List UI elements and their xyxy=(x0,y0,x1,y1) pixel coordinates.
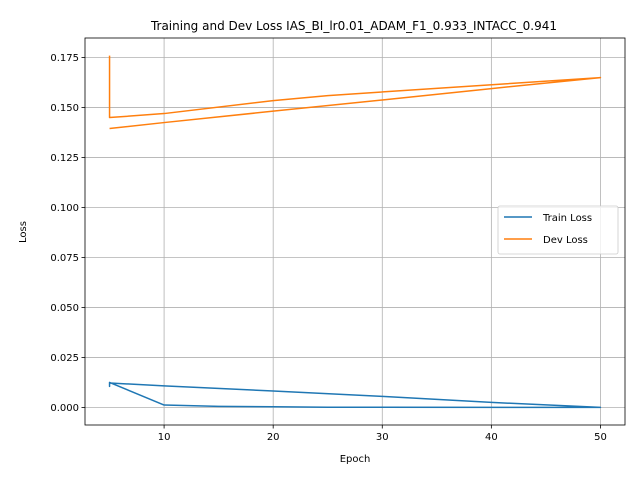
dev-loss-line xyxy=(108,55,602,130)
x-tick-label: 30 xyxy=(376,432,389,443)
x-tick-label: 20 xyxy=(267,432,280,443)
y-tick-label: 0.150 xyxy=(50,103,79,114)
y-axis-ticks: 0.000 0.025 0.050 0.075 0.100 0.125 0.150 0.175 xyxy=(50,53,85,414)
y-tick-label: 0.125 xyxy=(50,153,79,164)
y-tick-label: 0.175 xyxy=(50,53,79,64)
y-tick-label: 0.000 xyxy=(50,403,79,414)
legend-label-dev-loss: Dev Loss xyxy=(543,235,588,246)
legend-box xyxy=(497,205,619,255)
y-tick-label: 0.075 xyxy=(50,253,79,264)
y-tick-label: 0.100 xyxy=(50,203,79,214)
legend-label-train-loss: Train Loss xyxy=(542,213,592,224)
y-tick-label: 0.025 xyxy=(50,353,79,364)
chart-title: Training and Dev Loss IAS_BI_lr0.01_ADAM… xyxy=(150,19,557,33)
x-axis-label: Epoch xyxy=(340,454,371,465)
x-tick-label: 10 xyxy=(158,432,171,443)
x-axis-ticks: 10 20 30 40 50 xyxy=(158,425,607,443)
series-lines xyxy=(108,55,602,409)
x-tick-label: 40 xyxy=(485,432,498,443)
y-axis-label: Loss xyxy=(18,221,29,243)
train-loss-line xyxy=(108,381,602,409)
x-tick-label: 50 xyxy=(594,432,607,443)
plot-frame xyxy=(84,37,626,426)
y-tick-label: 0.050 xyxy=(50,303,79,314)
legend: Train Loss Dev Loss xyxy=(497,205,619,255)
